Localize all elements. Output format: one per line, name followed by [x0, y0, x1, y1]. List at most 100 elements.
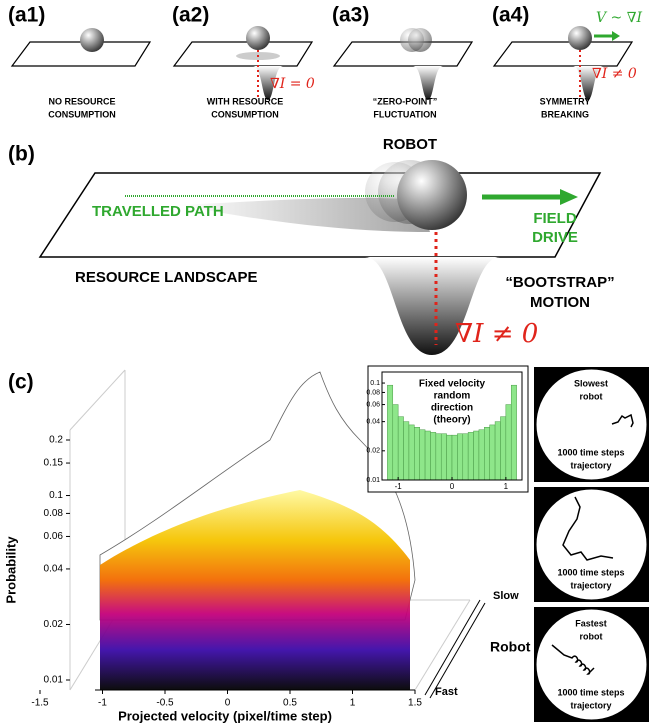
caption: “ZERO-POINT” [373, 96, 438, 106]
x-tick-label: 0.5 [283, 698, 297, 709]
bar [441, 434, 446, 480]
y-tick-label: 0.02 [44, 619, 64, 630]
robot-title: robot [580, 391, 603, 401]
bar [420, 430, 425, 480]
depth-label: Robot [490, 639, 531, 655]
bar [490, 425, 495, 480]
panel-label: (b) [8, 143, 35, 166]
figure: (a1) (a2) (a3) (a4) NO RESOURCE CONSUMPT… [0, 0, 649, 728]
distribution-surface [100, 490, 410, 690]
panel-label: (c) [8, 371, 34, 394]
bar [425, 431, 430, 480]
field-label: DRIVE [532, 229, 578, 246]
bar [430, 432, 435, 480]
y-tick-label: 0.06 [366, 401, 380, 408]
y-tick-label: 0.04 [44, 564, 64, 575]
field-label: FIELD [533, 210, 576, 227]
x-tick-label: 1.5 [408, 698, 422, 709]
velocity-arrow-head [612, 31, 620, 41]
caption: BREAKING [541, 109, 589, 119]
y-tick-label: 0.08 [366, 389, 380, 396]
robot-title: Slowest [574, 378, 608, 388]
path-label: TRAVELLED PATH [92, 203, 224, 220]
depth-label: Fast [435, 686, 458, 698]
x-tick-label: 0 [450, 482, 455, 491]
robot-caption: trajectory [570, 460, 611, 470]
x-tick-label: -1.5 [31, 698, 49, 709]
x-tick-label: -0.5 [156, 698, 174, 709]
caption: FLUCTUATION [373, 109, 436, 119]
ball [568, 26, 592, 50]
a-shapes [12, 42, 632, 100]
x-tick-label: 1 [504, 482, 509, 491]
y-tick-label: 0.2 [49, 435, 63, 446]
bar [393, 405, 398, 480]
inset-title: (theory) [433, 415, 470, 426]
robot-title: robot [580, 631, 603, 641]
bar [409, 425, 414, 480]
robot-caption: trajectory [570, 580, 611, 590]
robot-title: Fastest [575, 618, 607, 628]
ball [246, 26, 270, 50]
robot-ball [397, 160, 467, 230]
bar [436, 434, 441, 480]
bar [447, 435, 452, 480]
panel-a: (a1) (a2) (a3) (a4) NO RESOURCE CONSUMPT… [8, 4, 643, 120]
equation: ∇I ≠ 0 [455, 319, 538, 349]
x-tick-label: -1 [395, 482, 403, 491]
bar [452, 435, 457, 480]
y-tick-label: 0.1 [49, 490, 63, 501]
bar [414, 427, 419, 480]
caption: NO RESOURCE [48, 96, 115, 106]
robot-caption: 1000 time steps [557, 447, 624, 457]
robot-panels [534, 367, 649, 722]
bar [468, 432, 473, 480]
robot-caption: 1000 time steps [557, 687, 624, 697]
bar [495, 422, 500, 480]
bar [500, 417, 505, 480]
y-tick-label: 0.02 [366, 448, 380, 455]
robot-caption: 1000 time steps [557, 567, 624, 577]
bar [398, 417, 403, 480]
depth-label: Slow [493, 590, 519, 602]
ball [408, 28, 432, 52]
y-tick-label: 0.06 [44, 531, 64, 542]
bootstrap-label: MOTION [530, 294, 590, 311]
panel-label: (a4) [492, 4, 529, 27]
y-tick-label: 0.01 [366, 477, 380, 484]
x-tick-label: 1 [350, 698, 356, 709]
y-tick-label: 0.1 [370, 380, 380, 387]
y-tick-label: 0.04 [366, 418, 380, 425]
bar [484, 427, 489, 480]
bar [457, 434, 462, 480]
x-axis-label: Projected velocity (pixel/time step) [118, 708, 332, 723]
velocity-label: V ~ ∇I [596, 10, 643, 26]
panel-label: (a3) [332, 4, 369, 27]
depth-arrow [425, 600, 480, 695]
panel-label: (a1) [8, 4, 45, 27]
x-tick-label: 0 [225, 698, 231, 709]
landscape-label: RESOURCE LANDSCAPE [75, 269, 258, 286]
inset-title: random [434, 391, 471, 402]
x-tick-label: -1 [98, 698, 107, 709]
y-tick-label: 0.08 [44, 508, 64, 519]
bar [479, 430, 484, 480]
bar [404, 422, 409, 480]
bar [506, 405, 511, 480]
equation: ∇I = 0 [270, 76, 315, 92]
bar [463, 434, 468, 480]
caption: SYMMETRY [540, 96, 591, 106]
robot-label: ROBOT [383, 136, 437, 153]
y-tick-label: 0.15 [44, 458, 64, 469]
caption: CONSUMPTION [48, 109, 116, 119]
panel-label: (a2) [172, 4, 209, 27]
equation: ∇I ≠ 0 [592, 66, 637, 82]
caption: WITH RESOURCE [207, 96, 284, 106]
bar [474, 431, 479, 480]
inset-title: direction [431, 403, 473, 414]
y-tick-label: 0.01 [44, 675, 64, 686]
robot-caption: trajectory [570, 700, 611, 710]
ball [80, 28, 104, 52]
bar [387, 385, 392, 480]
depth-arrow [430, 603, 485, 698]
